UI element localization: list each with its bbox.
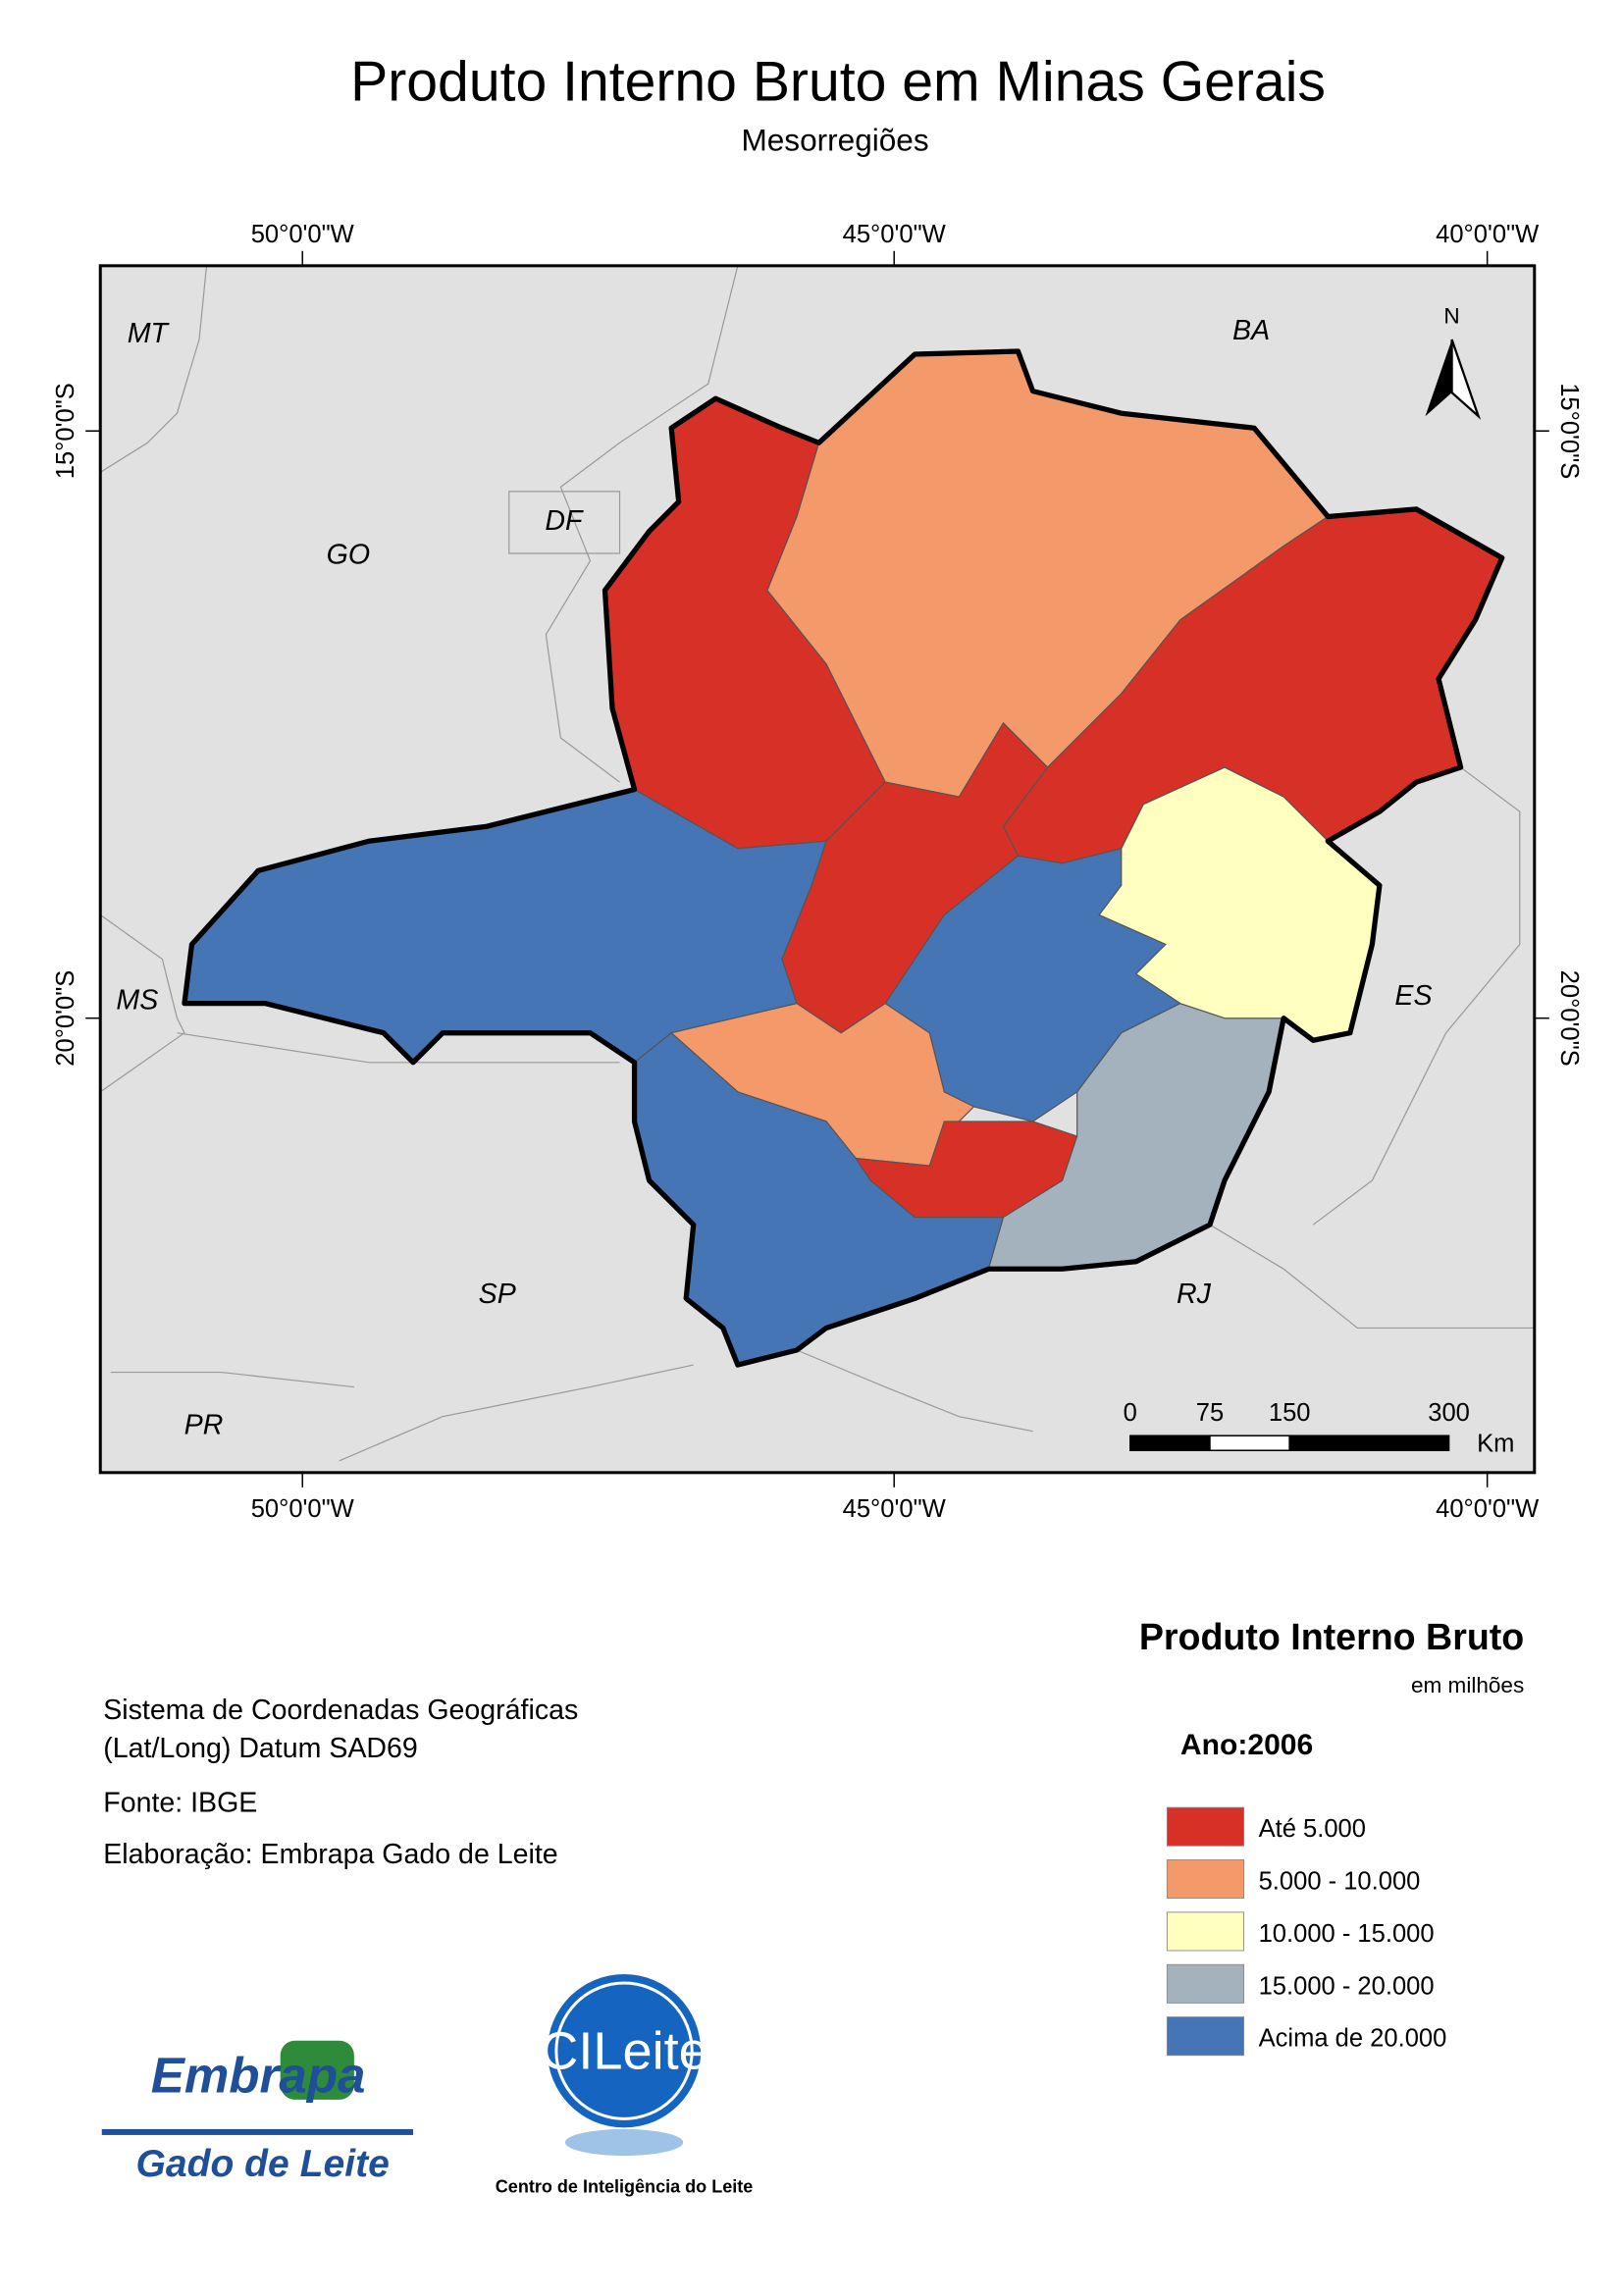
scale-segment <box>1288 1435 1450 1451</box>
regions <box>183 350 1503 1366</box>
coord-label: 50°0'0"W <box>251 221 355 248</box>
north-arrow <box>1450 339 1482 420</box>
legend: Até 5.000 5.000 - 10.000 10.000 - 15.000 15… <box>1166 1806 1447 2057</box>
scale-label: 75 <box>1196 1399 1224 1427</box>
north-arrow <box>1425 339 1452 417</box>
note: Sistema de Coordenadas Geográficas <box>103 1695 578 1726</box>
north-arrow-label: N <box>1443 303 1459 328</box>
coord-label: 50°0'0"W <box>251 1495 355 1523</box>
coord-label: 15°0'0"S <box>1555 383 1583 479</box>
legend-label: 10.000 - 15.000 <box>1259 1920 1435 1948</box>
embrapa-name: Embrapa <box>151 2047 366 2103</box>
coord-label: 20°0'0"S <box>52 970 79 1067</box>
subtitle: Mesorregiões <box>741 123 928 158</box>
state-borders <box>99 265 1535 1462</box>
legend-swatch <box>1166 1806 1245 1847</box>
state-label: PR <box>184 1410 224 1441</box>
state-label: GO <box>327 540 370 571</box>
state-label: RJ <box>1177 1278 1212 1310</box>
coord-label: 45°0'0"W <box>843 221 947 248</box>
state-label: MT <box>128 318 171 349</box>
map-border <box>98 264 1537 1475</box>
cileite-logo: CILeite Centro de Inteligência do Leite <box>496 1974 754 2197</box>
map-frame: MT BA DF GO MS ES SP RJ PR N 0 75 150 300 Km <box>98 264 1537 1475</box>
graticule-ticks <box>85 250 1549 1487</box>
scale-segment <box>1129 1435 1211 1451</box>
legend-swatch <box>1166 1963 1245 2004</box>
scale-unit: Km <box>1477 1431 1514 1458</box>
coord-label: 15°0'0"S <box>52 383 79 479</box>
legend-year: Ano:2006 <box>1180 1729 1313 1761</box>
embrapa-sub: Gado de Leite <box>135 2143 389 2185</box>
coord-label: 40°0'0"W <box>1436 221 1540 248</box>
title: Produto Interno Bruto em Minas Gerais <box>350 50 1326 113</box>
legend-label: 5.000 - 10.000 <box>1259 1868 1421 1896</box>
note: Fonte: IBGE <box>103 1788 257 1819</box>
legend-subtitle: em milhões <box>1411 1673 1524 1697</box>
state-label: MS <box>116 985 158 1017</box>
cileite-sub: Centro de Inteligência do Leite <box>496 2177 754 2197</box>
state-label: BA <box>1232 315 1270 346</box>
scale-segment <box>1209 1435 1290 1451</box>
coord-label: 20°0'0"S <box>1555 970 1583 1067</box>
scale-label: 0 <box>1124 1399 1137 1427</box>
state-outline <box>182 348 1505 1368</box>
cileite-name: CILeite <box>540 2021 708 2080</box>
embrapa-logo: Embrapa Gado de Leite <box>101 2040 414 2185</box>
state-label: SP <box>479 1278 516 1310</box>
note: (Lat/Long) Datum SAD69 <box>103 1733 418 1764</box>
scale-label: 150 <box>1269 1399 1311 1427</box>
state-label: ES <box>1394 980 1432 1012</box>
state-label: DF <box>545 505 584 537</box>
legend-swatch <box>1166 1859 1245 1900</box>
legend-swatch <box>1166 1911 1245 1952</box>
legend-label: 15.000 - 20.000 <box>1259 1972 1435 2000</box>
note: Elaboração: Embrapa Gado de Leite <box>103 1839 557 1870</box>
scale-bar: 0 75 150 300 Km <box>1124 1399 1515 1458</box>
coord-label: 45°0'0"W <box>843 1495 947 1523</box>
coord-label: 40°0'0"W <box>1436 1495 1540 1523</box>
legend-label: Acima de 20.000 <box>1259 2025 1447 2053</box>
legend-title: Produto Interno Bruto <box>1139 1616 1524 1657</box>
legend-swatch <box>1166 2016 1245 2057</box>
legend-label: Até 5.000 <box>1259 1815 1366 1843</box>
scale-label: 300 <box>1428 1399 1470 1427</box>
